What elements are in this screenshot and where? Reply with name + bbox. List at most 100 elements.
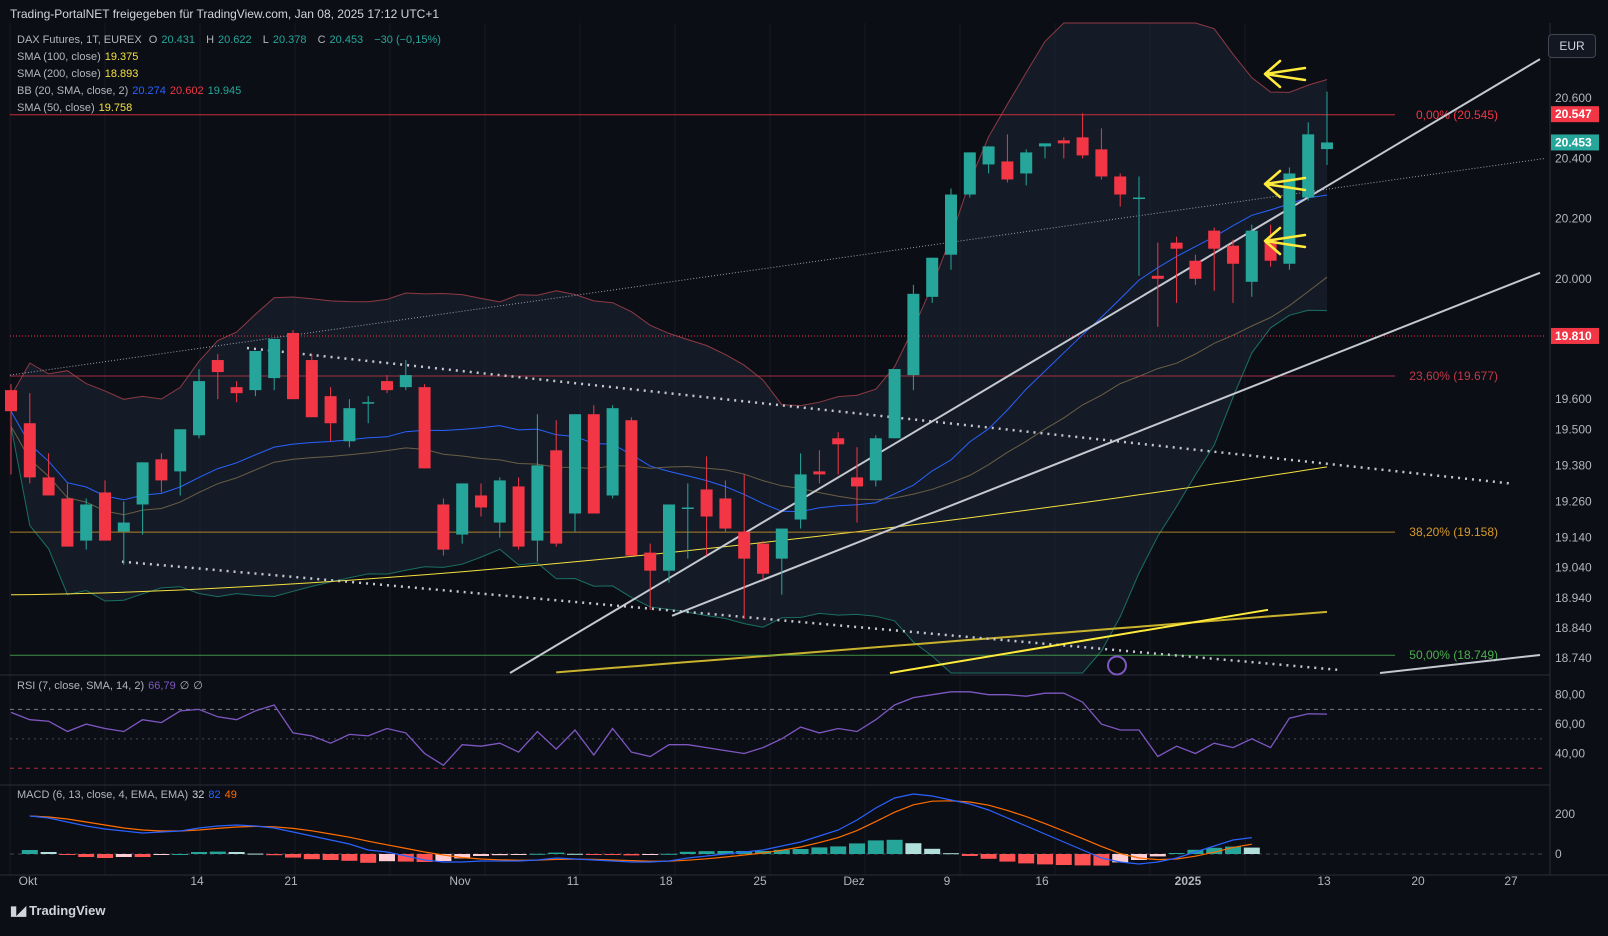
macd-histogram-bar	[924, 848, 941, 854]
macd-histogram-bar	[585, 854, 602, 855]
macd-histogram-bar	[717, 851, 734, 854]
rsi-value: 66,79	[148, 680, 176, 692]
legend-sma200[interactable]: SMA (200, close) 18.893	[17, 68, 142, 80]
macd-histogram-bar	[134, 854, 151, 857]
legend-rsi[interactable]: RSI (7, close, SMA, 14, 2) 66,79 ∅ ∅	[17, 679, 207, 692]
macd-signal-line	[29, 800, 1252, 862]
macd-histogram-bar	[792, 849, 809, 854]
candle-body	[155, 459, 168, 481]
macd-histogram-bar	[943, 853, 959, 855]
macd-histogram-bar	[341, 854, 358, 861]
rsi-pane[interactable]: 80,00 60,00 40,00	[10, 688, 1585, 769]
candle-body	[1076, 137, 1089, 156]
macd-histogram-bar	[303, 854, 320, 860]
close-value: 20.453	[329, 34, 364, 46]
macd-label: MACD (6, 13, close, 4, EMA, EMA)	[17, 789, 189, 801]
candle-body	[493, 480, 506, 523]
candle-body	[1151, 275, 1164, 279]
macd-histogram-bar	[961, 854, 978, 856]
sma50-value: 19.758	[98, 102, 133, 114]
macd-tick-label: 200	[1555, 807, 1575, 821]
candle-body	[1095, 149, 1108, 177]
time-tick-label: 20	[1411, 874, 1425, 888]
candle-body	[343, 408, 356, 442]
symbol-name[interactable]: DAX Futures, 1T, EUREX	[17, 34, 142, 46]
candle-body	[1057, 140, 1070, 144]
candle-body	[399, 375, 412, 388]
rsi-tick-label: 40,00	[1555, 747, 1585, 761]
price-tick-label: 18.740	[1555, 651, 1592, 665]
macd-histogram-bar	[322, 854, 339, 860]
candle-body	[1227, 245, 1239, 264]
macd-histogram-bar	[661, 853, 677, 855]
candle-body	[738, 531, 751, 559]
macd-histogram-bar	[1149, 854, 1166, 857]
candle-body	[174, 429, 187, 472]
macd-histogram-bar	[266, 854, 283, 856]
macd-histogram-bar	[604, 854, 621, 855]
price-tick-label: 19.140	[1555, 531, 1592, 545]
legend-macd[interactable]: MACD (6, 13, close, 4, EMA, EMA) 32 82 49	[17, 789, 241, 801]
candle-body	[550, 450, 563, 544]
candle-body	[794, 474, 807, 520]
candle-body	[5, 390, 17, 412]
candle-body	[813, 471, 826, 475]
candle-body	[305, 360, 318, 418]
macd-histogram-bar	[1225, 846, 1241, 854]
candle-body	[1245, 230, 1258, 282]
macd-histogram-bar	[698, 851, 715, 854]
candle-body	[982, 146, 995, 165]
time-tick-label: 9	[944, 874, 951, 888]
candle-body	[1114, 176, 1127, 195]
macd-histogram-bar	[1055, 854, 1072, 865]
candle-body	[99, 492, 111, 541]
candle-body	[1302, 134, 1315, 198]
candle-body	[663, 504, 675, 571]
candles[interactable]	[5, 91, 1333, 619]
macd-tick-label: 0	[1555, 847, 1562, 861]
candle-body	[606, 408, 619, 496]
candle-body	[926, 257, 939, 297]
candle-body	[625, 420, 638, 556]
candle-body	[1189, 260, 1202, 279]
candle-body	[381, 381, 393, 391]
fib-label: 50,00% (18.749)	[1409, 648, 1498, 662]
price-tick-label: 19.260	[1555, 494, 1592, 508]
fib-label: 23,60% (19.677)	[1409, 369, 1498, 383]
fib-label: 0,00% (20.545)	[1416, 108, 1498, 122]
macd-histogram-bar	[1074, 854, 1091, 866]
price-tick-label: 20.200	[1555, 212, 1592, 226]
candle-body	[61, 498, 74, 547]
share-caption: Trading-PortalNET freigegeben für Tradin…	[10, 7, 440, 21]
tradingview-logo[interactable]: ▮◢ TradingView	[10, 903, 106, 919]
bb-basis-value: 20.274	[132, 85, 166, 97]
candle-body	[587, 414, 600, 514]
legend-sma50[interactable]: SMA (50, close) 19.758	[17, 102, 136, 114]
candle-body	[1001, 161, 1014, 180]
price-tick-label: 20.400	[1555, 151, 1592, 165]
candle-body	[512, 486, 525, 547]
rsi-tick-label: 60,00	[1555, 717, 1585, 731]
macd-histogram-bar	[209, 851, 226, 854]
macd-histogram-bar	[623, 854, 640, 856]
legend-bb[interactable]: BB (20, SMA, close, 2) 20.274 20.602 19.945	[17, 85, 245, 97]
price-badge-label: 19.810	[1555, 329, 1592, 343]
time-tick-label: 21	[284, 874, 298, 888]
macd-histogram-bar	[830, 846, 847, 854]
candle-body	[1133, 197, 1145, 200]
currency-button[interactable]: EUR	[1548, 34, 1596, 58]
macd-histogram-bar	[360, 854, 377, 863]
candle-body	[1020, 152, 1033, 174]
candle-body	[681, 507, 694, 509]
time-tick-label: Okt	[19, 874, 38, 888]
macd-histogram-bar	[1093, 854, 1110, 866]
fib-label: 38,20% (19.158)	[1409, 525, 1498, 539]
legend-sma100[interactable]: SMA (100, close) 19.375	[17, 51, 142, 63]
macd-histogram-bar	[491, 854, 508, 856]
candle-body	[23, 423, 36, 478]
price-tick-label: 18.840	[1555, 621, 1592, 635]
price-badge	[1551, 134, 1599, 151]
candle-body	[42, 477, 55, 496]
